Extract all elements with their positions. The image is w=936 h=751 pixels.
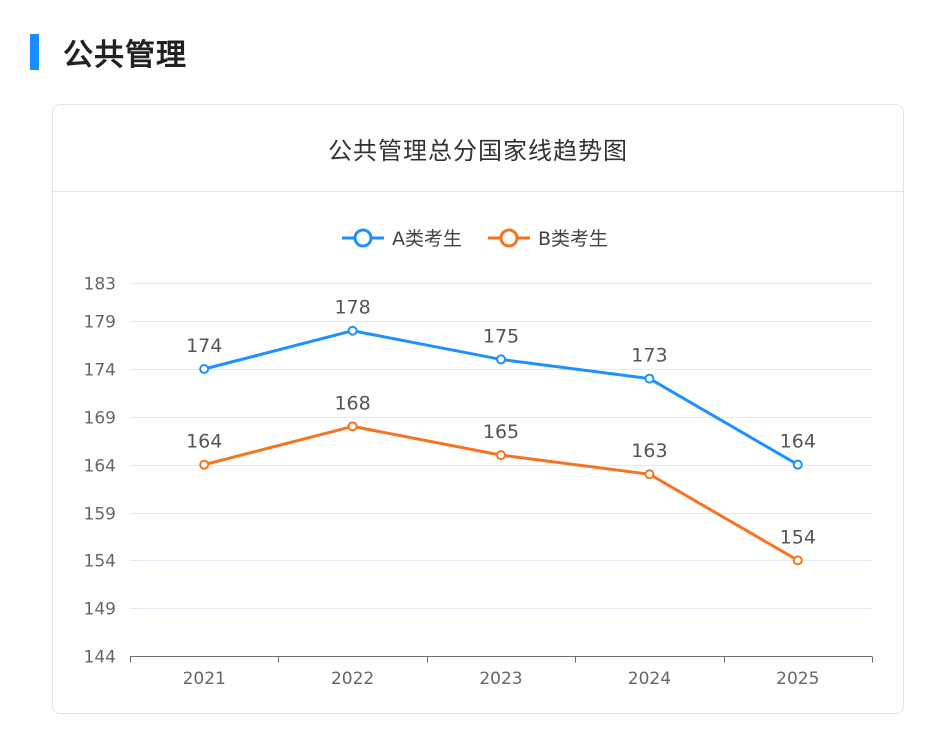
data-label: 174 (186, 335, 222, 357)
series-line-b (203, 424, 799, 562)
data-label: 154 (780, 526, 816, 548)
data-point (347, 325, 358, 336)
y-tick-label: 179 (84, 313, 116, 333)
data-point (199, 364, 210, 374)
data-label: 163 (631, 440, 667, 462)
y-tick-label: 144 (84, 648, 116, 668)
y-tick-label: 154 (84, 552, 116, 572)
y-tick-label: 159 (84, 505, 116, 525)
y-tick-label: 164 (84, 457, 116, 477)
data-point (199, 459, 210, 470)
section-header: 公共管理 (30, 30, 187, 74)
data-point (347, 421, 358, 432)
y-tick-label: 149 (84, 600, 116, 620)
x-tick-label: 2023 (479, 669, 522, 689)
x-tick-label: 2022 (331, 669, 374, 689)
section-accent-bar (30, 34, 39, 70)
chart-card: 公共管理总分国家线趋势图 (52, 104, 904, 714)
data-label: 164 (186, 431, 222, 453)
data-label: 173 (631, 345, 667, 367)
x-tick-label: 2025 (776, 669, 819, 689)
data-label: 178 (334, 297, 370, 319)
chart-card-header: 公共管理总分国家线趋势图 (53, 105, 903, 192)
data-label: 165 (483, 421, 519, 443)
data-label: 168 (334, 392, 370, 414)
data-point (496, 450, 506, 461)
data-point (644, 469, 655, 480)
x-tick-label: 2024 (628, 669, 671, 689)
x-tick-label: 2021 (183, 669, 226, 689)
chart-title: 公共管理总分国家线趋势图 (328, 136, 628, 165)
y-tick-label: 174 (84, 361, 116, 381)
data-point (792, 459, 803, 470)
legend-label-b: B类考生 (538, 228, 608, 250)
data-point (792, 555, 803, 566)
legend-marker-b (499, 228, 519, 248)
y-tick-label: 183 (84, 275, 116, 295)
section-title: 公共管理 (63, 38, 187, 73)
data-label: 175 (483, 325, 519, 347)
y-tick-label: 169 (84, 409, 116, 429)
data-point (644, 373, 655, 384)
data-label: 164 (780, 431, 816, 453)
legend-marker-a (353, 228, 373, 248)
series-line-a (203, 329, 799, 466)
data-point (496, 354, 506, 365)
legend-label-a: A类考生 (392, 228, 462, 250)
